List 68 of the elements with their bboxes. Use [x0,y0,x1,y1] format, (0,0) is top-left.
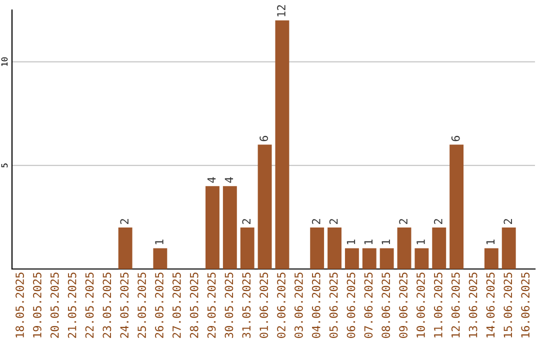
data-label: 2 [242,219,250,224]
x-tick-label: 08.06.2025 [382,272,390,338]
x-tick-label: 13.06.2025 [468,272,478,338]
x-tick-label: 26.05.2025 [155,272,164,338]
bar [344,248,359,269]
bar [432,228,446,269]
data-label: 2 [434,219,442,224]
bar [397,228,412,269]
x-tick-label: 20.05.2025 [50,272,59,338]
x-tick-label: 14.06.2025 [486,272,495,338]
bar [153,248,168,269]
data-label: 2 [312,219,320,224]
x-tick-label: 21.05.2025 [68,272,76,338]
x-tick-label: 23.05.2025 [102,272,112,338]
data-label: 12 [277,5,286,16]
x-tick-label: 09.06.2025 [399,272,408,338]
data-label: 1 [486,240,495,244]
data-label: 1 [382,240,390,244]
data-label: 4 [224,177,234,183]
bar [222,186,237,269]
bar [275,20,290,269]
bar [240,228,254,269]
bar [362,248,376,269]
data-label: 4 [207,177,216,183]
data-label: 2 [329,219,338,224]
bar [310,228,324,269]
bar [258,144,272,269]
bar [118,228,132,269]
x-tick-label: 06.06.2025 [346,272,356,338]
x-tick-label: 22.05.2025 [85,272,94,338]
x-tick-label: 16.06.2025 [521,272,530,338]
bar [380,248,394,269]
data-label: 1 [346,240,356,244]
x-tick-label: 15.06.2025 [504,272,512,338]
x-tick-label: 10.06.2025 [416,272,425,338]
bar [484,248,498,269]
data-label: 1 [155,240,164,244]
x-tick-label: 05.06.2025 [329,272,338,338]
x-tick-label: 18.05.2025 [16,272,24,338]
bar [414,248,429,269]
bar [450,144,464,269]
x-tick-label: 02.06.2025 [277,272,286,338]
x-tick-label: 04.06.2025 [312,272,320,338]
x-tick-label: 07.06.2025 [364,272,373,338]
data-label: 2 [120,219,128,224]
x-tick-label: 29.05.2025 [207,272,216,338]
data-label: 1 [364,240,372,244]
bar [502,228,516,269]
x-tick-label: 28.05.2025 [190,272,198,338]
x-tick-label: 19.05.2025 [33,272,42,338]
x-tick-label: 25.05.2025 [138,272,146,338]
x-tick-label: 27.05.2025 [172,272,181,338]
x-tick-label: 12.06.2025 [451,272,460,338]
x-tick-label: 01.06.2025 [260,272,268,338]
x-tick-label: 11.06.2025 [434,272,442,338]
x-tick-label: 03.06.2025 [294,272,303,338]
data-label: 6 [260,136,268,142]
data-label: 1 [416,240,425,244]
data-label: 2 [399,219,408,224]
y-tick-label: 5 [1,164,8,168]
data-label: 6 [451,136,460,142]
y-tick-label: 10 [1,57,8,66]
bar [328,228,342,269]
x-tick-label: 31.05.2025 [242,272,251,338]
x-tick-label: 24.05.2025 [120,272,129,338]
bar [206,186,220,269]
data-label: 2 [504,219,512,224]
x-tick-label: 30.05.2025 [224,272,234,338]
